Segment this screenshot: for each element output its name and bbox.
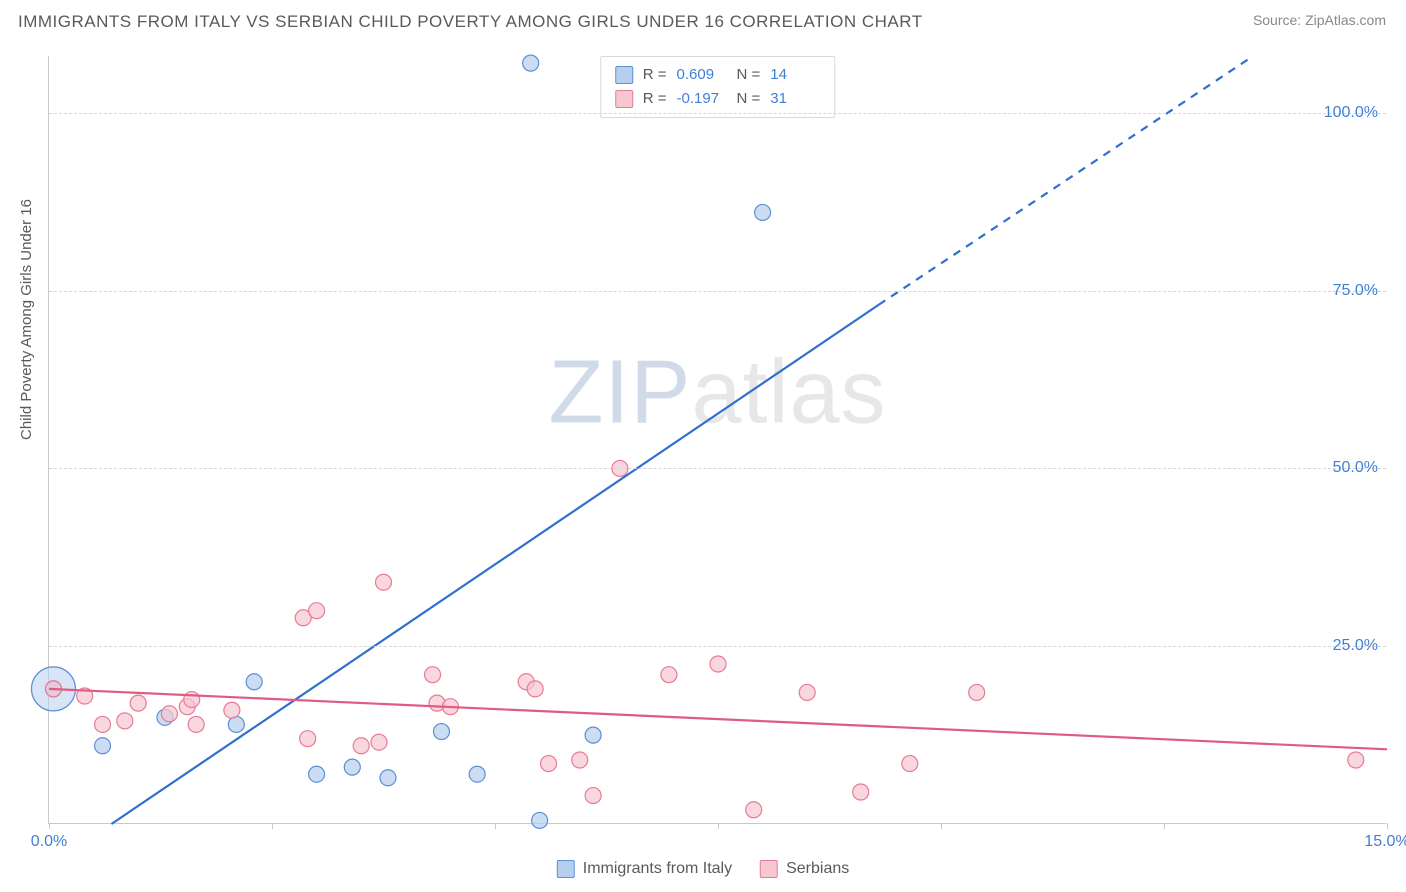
data-point-italy <box>309 766 325 782</box>
x-tick <box>941 823 942 829</box>
correlation-legend: R = 0.609 N = 14 R = -0.197 N = 31 <box>600 56 836 118</box>
r-label: R = <box>643 87 667 111</box>
data-point-italy <box>380 770 396 786</box>
data-point-serbian <box>541 756 557 772</box>
chart-plot-area: ZIPatlas R =0.609N =14R =-0.197N =31 25.… <box>48 56 1386 824</box>
legend-label: Serbians <box>786 860 849 878</box>
data-point-serbian <box>371 734 387 750</box>
x-tick-label: 0.0% <box>31 833 67 851</box>
x-tick <box>1164 823 1165 829</box>
x-tick-label: 15.0% <box>1364 833 1406 851</box>
n-label: N = <box>737 63 761 87</box>
x-tick <box>49 823 50 829</box>
data-point-italy <box>532 812 548 828</box>
x-tick <box>718 823 719 829</box>
series-legend: Immigrants from Italy Serbians <box>557 860 850 878</box>
data-point-serbian <box>95 716 111 732</box>
data-point-serbian <box>746 802 762 818</box>
y-tick-label: 100.0% <box>1324 104 1378 122</box>
chart-title: IMMIGRANTS FROM ITALY VS SERBIAN CHILD P… <box>18 12 923 32</box>
legend-stat-row-italy: R = 0.609 N = 14 <box>615 63 821 87</box>
n-label: N = <box>737 87 761 111</box>
legend-swatch <box>557 860 575 878</box>
data-point-serbian <box>184 692 200 708</box>
scatter-svg <box>49 56 1386 823</box>
n-value: 31 <box>770 87 820 111</box>
trend-line-dashed-italy <box>879 56 1254 305</box>
data-point-italy <box>469 766 485 782</box>
data-point-serbian <box>224 702 240 718</box>
y-tick-label: 50.0% <box>1333 459 1378 477</box>
data-point-italy <box>433 724 449 740</box>
data-point-serbian <box>117 713 133 729</box>
data-point-serbian <box>188 716 204 732</box>
y-axis-title: Child Poverty Among Girls Under 16 <box>18 199 35 440</box>
data-point-serbian <box>572 752 588 768</box>
data-point-italy <box>228 716 244 732</box>
data-point-italy <box>344 759 360 775</box>
gridline <box>49 291 1386 292</box>
x-tick <box>495 823 496 829</box>
data-point-italy <box>523 55 539 71</box>
n-value: 14 <box>770 63 820 87</box>
legend-stat-row-serbian: R = -0.197 N = 31 <box>615 87 821 111</box>
legend-swatch <box>615 90 633 108</box>
data-point-serbian <box>300 731 316 747</box>
data-point-serbian <box>161 706 177 722</box>
r-value: -0.197 <box>677 87 727 111</box>
data-point-serbian <box>853 784 869 800</box>
data-point-italy <box>585 727 601 743</box>
data-point-serbian <box>1348 752 1364 768</box>
y-tick-label: 25.0% <box>1333 637 1378 655</box>
data-point-serbian <box>527 681 543 697</box>
legend-label: Immigrants from Italy <box>583 860 732 878</box>
gridline <box>49 113 1386 114</box>
data-point-serbian <box>585 788 601 804</box>
data-point-serbian <box>309 603 325 619</box>
y-tick-label: 75.0% <box>1333 282 1378 300</box>
data-point-serbian <box>710 656 726 672</box>
data-point-serbian <box>661 667 677 683</box>
gridline <box>49 468 1386 469</box>
r-label: R = <box>643 63 667 87</box>
trend-line-serbian <box>49 689 1387 749</box>
data-point-italy <box>755 204 771 220</box>
data-point-italy <box>95 738 111 754</box>
x-tick <box>272 823 273 829</box>
data-point-serbian <box>799 684 815 700</box>
data-point-serbian <box>353 738 369 754</box>
data-point-serbian <box>969 684 985 700</box>
gridline <box>49 646 1386 647</box>
legend-swatch <box>760 860 778 878</box>
data-point-serbian <box>130 695 146 711</box>
legend-swatch <box>615 66 633 84</box>
legend-item-italy: Immigrants from Italy <box>557 860 732 878</box>
data-point-serbian <box>376 574 392 590</box>
data-point-serbian <box>902 756 918 772</box>
legend-item-serbian: Serbians <box>760 860 849 878</box>
data-point-serbian <box>425 667 441 683</box>
source-attribution: Source: ZipAtlas.com <box>1253 12 1386 28</box>
data-point-italy <box>246 674 262 690</box>
r-value: 0.609 <box>677 63 727 87</box>
trend-line-italy <box>111 305 878 824</box>
x-tick <box>1387 823 1388 829</box>
